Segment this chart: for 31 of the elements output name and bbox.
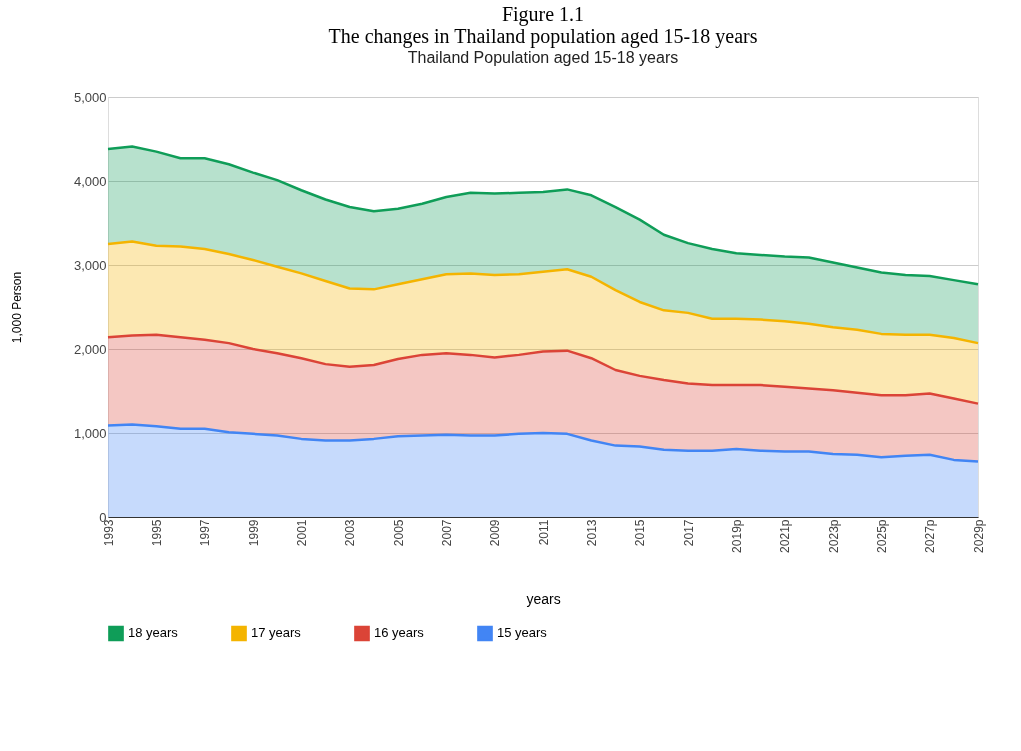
x-tick-label: 2007 — [439, 519, 454, 547]
legend-label: 15 years — [497, 625, 548, 641]
x-tick-label: 2001 — [294, 519, 309, 547]
x-tick-label: 2023p — [826, 519, 841, 553]
x-tick-label: 2013 — [584, 519, 599, 547]
x-tick-label: 2005 — [391, 519, 406, 547]
x-tick-label: 1995 — [149, 519, 164, 547]
y-tick-label: 3,000 — [73, 257, 107, 273]
x-tick-label: 2015 — [633, 519, 648, 547]
x-tick-label: 2019p — [729, 519, 744, 553]
x-tick-label: 1997 — [198, 519, 213, 547]
legend-label: 18 years — [128, 625, 179, 641]
x-tick-label: 2025p — [874, 519, 889, 553]
y-tick-label: 4,000 — [73, 173, 107, 189]
y-tick-label: 1,000 — [73, 425, 107, 441]
x-tick-label: 1999 — [246, 519, 261, 547]
legend-label: 17 years — [251, 625, 302, 641]
y-axis-title: 1,000 Person — [9, 271, 24, 344]
x-tick-label: 2009 — [488, 519, 503, 547]
x-tick-label: 2027p — [923, 519, 938, 553]
chart-title: Figure 1.1 The changes in Thailand population aged 15-18 years — [328, 3, 758, 48]
legend-label: 16 years — [374, 625, 425, 641]
x-axis-title: years — [526, 590, 561, 607]
x-tick-label: 2017 — [681, 519, 696, 547]
x-tick-label: 2029p — [971, 519, 986, 553]
x-tick-label: 2021p — [778, 519, 793, 553]
y-tick-label: 2,000 — [73, 341, 107, 357]
y-tick-label: 5,000 — [73, 89, 107, 105]
x-tick-label: 2003 — [343, 519, 358, 547]
chart-subtitle: Thailand Population aged 15-18 years — [407, 49, 679, 66]
x-tick-label: 2011 — [536, 519, 551, 546]
